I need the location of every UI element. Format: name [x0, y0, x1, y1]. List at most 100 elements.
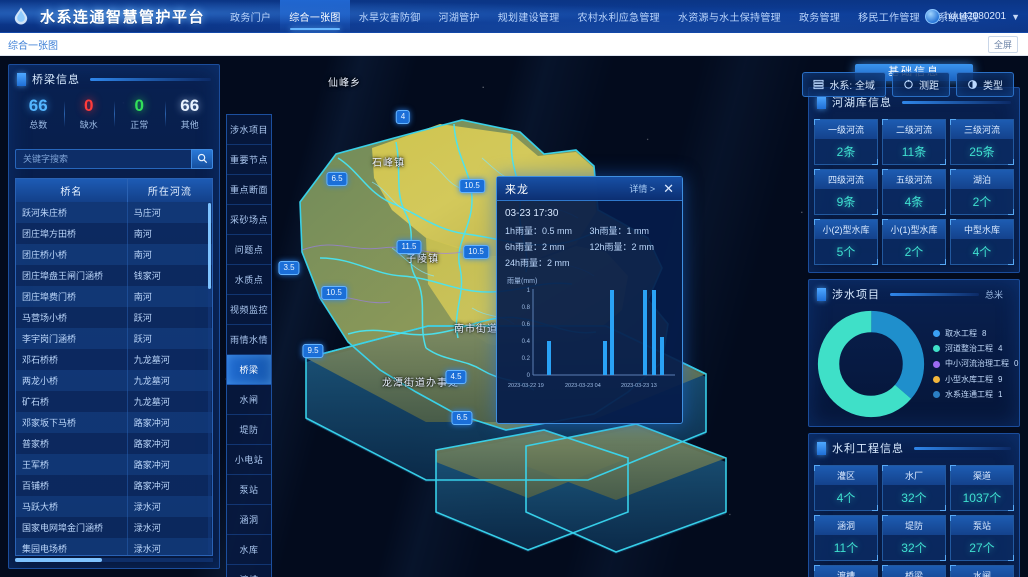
map-marker[interactable]: 11.5 [396, 240, 422, 254]
popup-detail-link[interactable]: 详情 > [629, 184, 656, 194]
map-marker[interactable]: 3.5 [278, 261, 300, 275]
table-row[interactable]: 矿石桥 九龙墓河 [16, 390, 212, 412]
stat-cell[interactable]: 渡槽47个 [814, 565, 878, 577]
table-row[interactable]: 国家电网埠金门涵桥 渌水河 [16, 516, 212, 538]
legend-value: 0 [1014, 359, 1019, 369]
header-rule [914, 446, 1011, 450]
table-row[interactable]: 马营场小桥 跃河 [16, 306, 212, 328]
nav-item-5[interactable]: 农村水利应急管理 [577, 12, 660, 24]
layer-item-0[interactable]: 涉水项目 [227, 115, 271, 145]
table-row[interactable]: 普家桥 路家冲河 [16, 432, 212, 454]
stat-cell[interactable]: 桥梁66个 [881, 565, 946, 577]
legend-dot [933, 345, 940, 353]
nav-item-4[interactable]: 规划建设管理 [497, 12, 560, 24]
map-tool-type[interactable]: 类型 [956, 72, 1014, 97]
map-tool-measure[interactable]: 测距 [892, 72, 950, 97]
nav-item-1[interactable]: 综合一张图 [280, 0, 350, 33]
table-body[interactable]: 跃河朱庄桥 马庄河 团庄埠方田桥 南河 团庄桥小桥 南河 团庄埠盘王闸门涵桥 钱家河 团… [16, 201, 212, 555]
stat-cell[interactable]: 三级河流 25条 [949, 119, 1014, 165]
map-marker[interactable]: 6.5 [326, 172, 348, 186]
search-button[interactable] [191, 148, 213, 169]
map-marker[interactable]: 9.5 [302, 344, 324, 358]
fullscreen-button[interactable]: 全屏 [987, 35, 1018, 53]
table-row[interactable]: 跃河朱庄桥 马庄河 [16, 201, 212, 223]
layer-item-9[interactable]: 水闸 [227, 385, 271, 415]
layer-item-15[interactable]: 渡槽 [227, 565, 271, 577]
map-marker[interactable]: 4.5 [445, 370, 467, 384]
layer-item-1[interactable]: 重要节点 [227, 145, 271, 175]
table-row[interactable]: 团庄桥小桥 南河 [16, 243, 212, 265]
stat-cell[interactable]: 水厂 32个 [881, 465, 946, 511]
table-row[interactable]: 团庄埠盘王闸门涵桥 钱家河 [16, 264, 212, 286]
stat-cell[interactable]: 渠道 1037个 [949, 465, 1014, 511]
table-row[interactable]: 邓家坂下马桥 路家冲河 [16, 411, 212, 433]
layer-item-11[interactable]: 小电站 [227, 445, 271, 475]
cell-label: 二级河流 [882, 120, 945, 139]
cell-bridge: 马营场小桥 [16, 306, 128, 328]
cell-label: 涵洞 [815, 516, 877, 535]
layer-item-10[interactable]: 堤防 [227, 415, 271, 445]
table-row[interactable]: 团庄埠方田桥 南河 [16, 222, 212, 244]
map-marker[interactable]: 4 [395, 110, 411, 124]
stat-cell[interactable]: 一级河流 2条 [814, 119, 878, 165]
map-marker[interactable]: 6.5 [451, 411, 473, 425]
map-marker[interactable]: 10.5 [459, 179, 485, 193]
stat-cell[interactable]: 灌区 4个 [814, 465, 878, 511]
nav-item-8[interactable]: 移民工作管理 [858, 12, 920, 24]
layer-item-2[interactable]: 重点断面 [227, 175, 271, 205]
stat-cell[interactable]: 五级河流 4条 [881, 169, 946, 215]
layer-item-5[interactable]: 水质点 [227, 265, 271, 295]
legend-label: 河道整治工程 [945, 344, 993, 354]
table-row[interactable]: 马跃大桥 渌水河 [16, 495, 212, 517]
stat-cell[interactable]: 中型水库 4个 [949, 219, 1014, 265]
nav-item-2[interactable]: 水旱灾害防御 [358, 12, 421, 24]
map-tool-layers[interactable]: 水系: 全域 [802, 72, 886, 97]
column-header-bridge: 桥名 [16, 178, 128, 202]
close-icon[interactable]: ✕ [663, 181, 674, 196]
table-row[interactable]: 王军桥 路家冲河 [16, 453, 212, 475]
nav-item-6[interactable]: 水资源与水土保持管理 [677, 12, 781, 24]
search-input[interactable] [15, 148, 213, 169]
layer-item-4[interactable]: 问题点 [227, 235, 271, 265]
table-row[interactable]: 团庄埠费门桥 南河 [16, 285, 212, 307]
table-row[interactable]: 集园电场桥 渌水河 [16, 537, 212, 555]
table-row[interactable]: 邓石桥桥 九龙墓河 [16, 348, 212, 370]
layer-item-3[interactable]: 采砂场点 [227, 205, 271, 235]
layer-item-6[interactable]: 视频监控 [227, 295, 271, 325]
nav-item-9[interactable]: 系统管理 [937, 12, 980, 24]
map-marker[interactable]: 10.5 [321, 286, 347, 300]
stat-cell[interactable]: 二级河流 11条 [881, 119, 946, 165]
stat-cell[interactable]: 水闸3个 [949, 565, 1014, 577]
table-horizontal-scrollbar[interactable] [15, 557, 213, 562]
nav-item-7[interactable]: 政务管理 [798, 12, 841, 24]
avatar [924, 9, 940, 24]
cell-bridge: 团庄桥小桥 [16, 243, 128, 265]
rainfall-chart: 雨量(mm) 0 0.2 0.4 0.6 0.8 1 [507, 277, 675, 403]
table-row[interactable]: 两龙小桥 九龙墓河 [16, 369, 212, 391]
layer-item-12[interactable]: 泵站 [227, 475, 271, 505]
stat-cell[interactable]: 泵站 27个 [949, 515, 1014, 561]
table-vertical-scrollbar[interactable] [208, 202, 211, 554]
stat-cell[interactable]: 小(2)型水库 5个 [814, 219, 878, 265]
cell-bridge: 两龙小桥 [16, 369, 128, 391]
stat-cell[interactable]: 小(1)型水库 2个 [881, 219, 946, 265]
cell-label: 桥梁 [882, 566, 945, 577]
stat-cell[interactable]: 堤防 32个 [881, 515, 946, 561]
nav-item-3[interactable]: 河湖管护 [438, 12, 480, 24]
cell-value: 2个 [972, 195, 992, 209]
layer-item-8[interactable]: 桥梁 [227, 355, 271, 385]
layer-item-13[interactable]: 涵洞 [227, 505, 271, 535]
layer-item-7[interactable]: 雨情水情 [227, 325, 271, 355]
stat-other-value: 66 [180, 96, 200, 115]
table-row[interactable]: 百铺桥 路家冲河 [16, 474, 212, 496]
table-row[interactable]: 李宇岗门涵桥 跃河 [16, 327, 212, 349]
stat-cell[interactable]: 四级河流 9条 [814, 169, 878, 215]
nav-item-0[interactable]: 政务门户 [230, 12, 272, 24]
user-menu[interactable]: hdu42080201 ▼ [924, 0, 1020, 33]
project-donut-chart[interactable] [815, 308, 927, 420]
map-marker[interactable]: 10.5 [463, 245, 489, 259]
layer-item-14[interactable]: 水库 [227, 535, 271, 565]
stat-cell[interactable]: 涵洞 11个 [814, 515, 878, 561]
stat-cell[interactable]: 湖泊 2个 [949, 169, 1014, 215]
breadcrumb[interactable]: 综合一张图 [8, 40, 58, 52]
